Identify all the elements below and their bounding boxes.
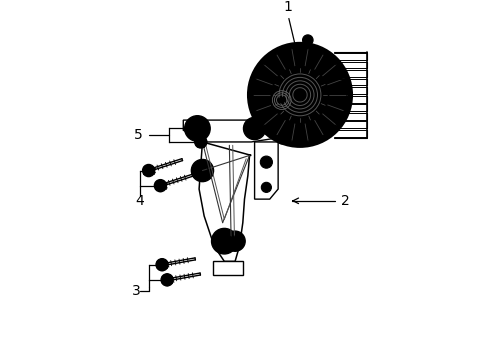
Polygon shape xyxy=(212,261,243,275)
Circle shape xyxy=(194,136,206,148)
Circle shape xyxy=(295,91,304,99)
Circle shape xyxy=(277,135,286,144)
Text: 5: 5 xyxy=(134,128,142,142)
Polygon shape xyxy=(183,120,276,142)
Circle shape xyxy=(271,66,328,123)
Circle shape xyxy=(211,228,237,254)
Circle shape xyxy=(243,117,265,140)
Polygon shape xyxy=(254,142,278,199)
Circle shape xyxy=(186,122,198,135)
Circle shape xyxy=(154,180,166,192)
Circle shape xyxy=(260,156,272,168)
Circle shape xyxy=(278,97,284,103)
Circle shape xyxy=(184,116,210,141)
Circle shape xyxy=(302,35,312,45)
Text: 1: 1 xyxy=(283,0,292,14)
Circle shape xyxy=(156,259,168,271)
Circle shape xyxy=(247,43,351,147)
Text: 3: 3 xyxy=(131,284,140,298)
Circle shape xyxy=(297,93,302,97)
Text: 2: 2 xyxy=(340,194,349,208)
Text: 4: 4 xyxy=(135,194,143,208)
Circle shape xyxy=(270,89,293,112)
Circle shape xyxy=(161,274,173,286)
Circle shape xyxy=(191,159,213,182)
Circle shape xyxy=(261,182,271,192)
Circle shape xyxy=(142,165,154,177)
Polygon shape xyxy=(199,142,251,261)
Circle shape xyxy=(224,231,244,251)
